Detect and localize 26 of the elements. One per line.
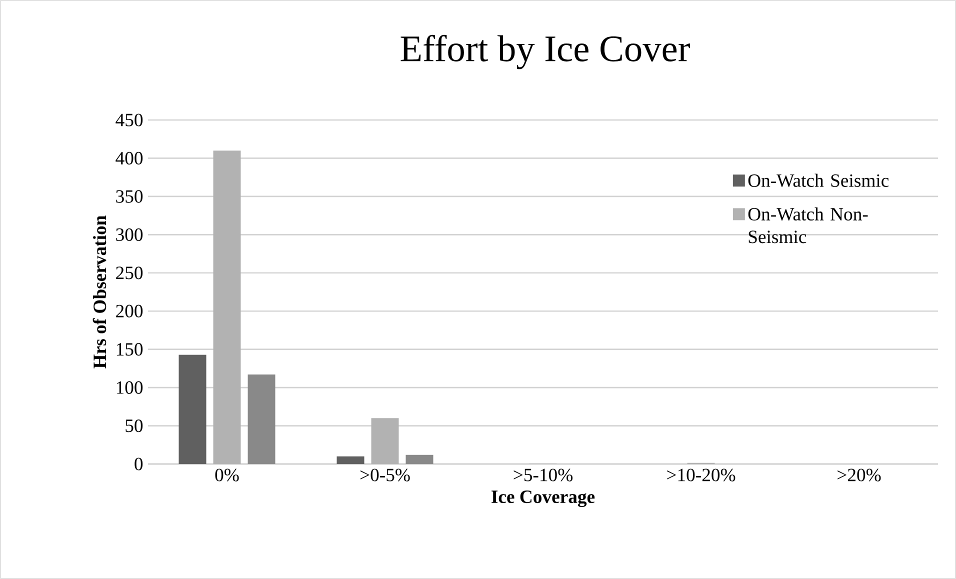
bar — [213, 150, 241, 464]
y-tick-label: 0 — [134, 458, 143, 470]
legend-label: On-Watch Non-Seismic — [748, 207, 868, 244]
x-tick-label: >10-20% — [667, 468, 736, 482]
legend-label: On-Watch Seismic — [748, 174, 889, 188]
x-tick-label: 0% — [215, 468, 239, 482]
bar — [248, 374, 276, 464]
bar — [336, 456, 364, 464]
y-tick-label: 50 — [126, 419, 143, 432]
x-tick-label: >5-10% — [514, 468, 573, 482]
y-tick-label: 150 — [116, 343, 143, 356]
y-tick-label: 200 — [116, 304, 143, 318]
x-tick-label: >0-5% — [360, 468, 410, 482]
y-tick-label: 400 — [116, 152, 143, 165]
y-tick-label: 350 — [116, 190, 143, 203]
x-tick-label: >20% — [838, 468, 881, 482]
bar — [178, 354, 206, 464]
y-tick-label: 100 — [116, 381, 143, 394]
x-axis-title: Ice Coverage — [492, 490, 595, 508]
bar — [371, 418, 399, 464]
y-tick-label: 250 — [116, 266, 143, 280]
y-tick-label: 450 — [116, 114, 143, 126]
bar — [406, 454, 434, 464]
y-tick-label: 300 — [116, 228, 143, 241]
y-axis-title: Hrs of Observation — [92, 216, 106, 368]
chart-title: Effort by Ice Cover — [400, 34, 690, 70]
